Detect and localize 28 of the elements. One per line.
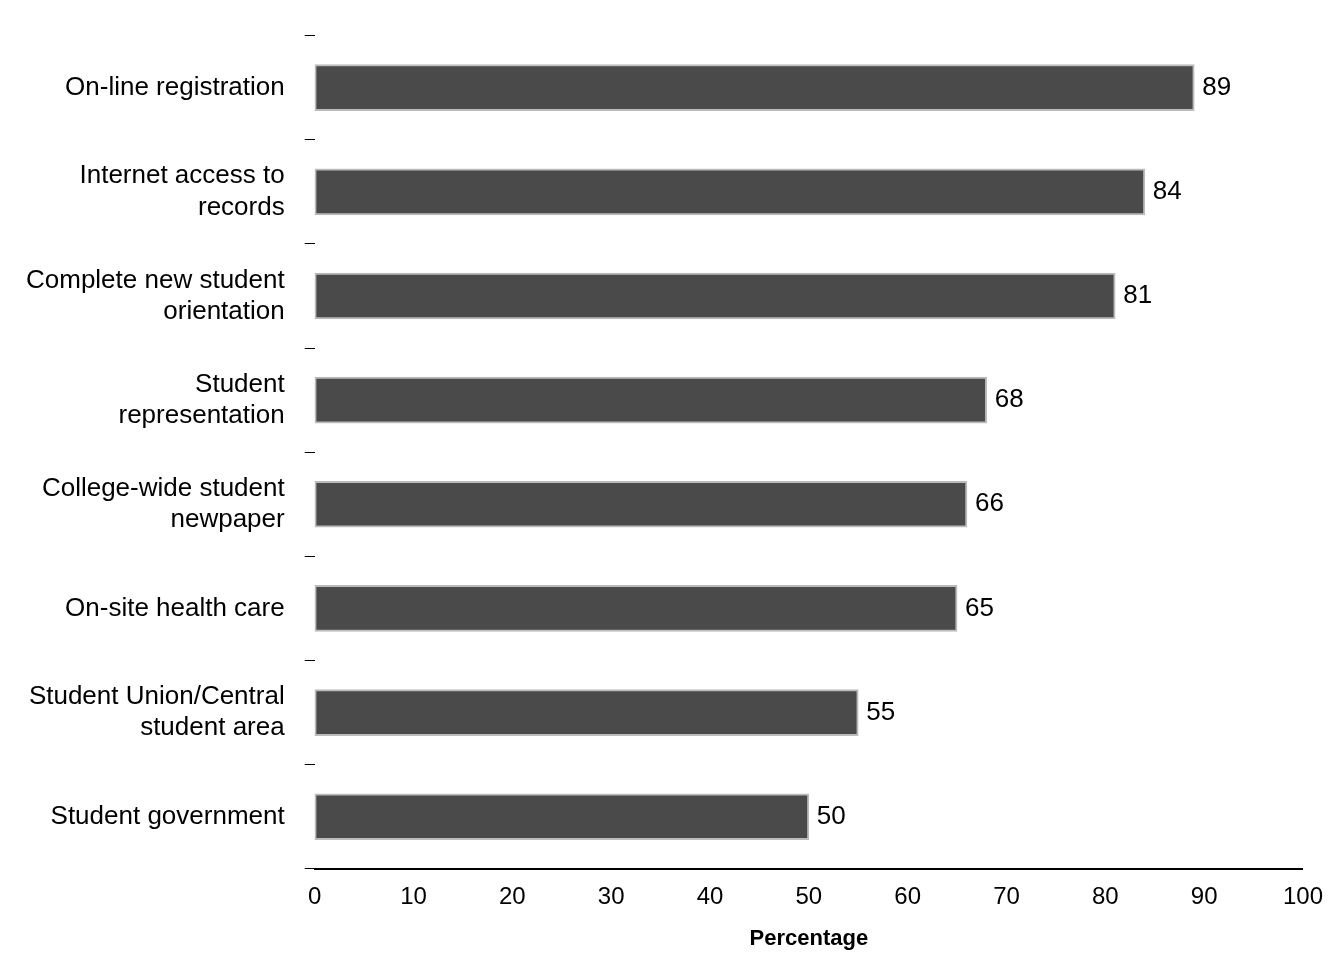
x-tick-label: 70: [993, 881, 1020, 909]
y-tick-label: On-site health care: [65, 591, 285, 622]
data-label: 50: [816, 799, 846, 830]
data-label: 55: [866, 695, 896, 726]
y-tick-label: Student representation: [118, 367, 286, 429]
data-label: 81: [1123, 279, 1153, 310]
x-tick-label: 60: [894, 881, 922, 909]
x-axis-title: Percentage: [749, 924, 869, 950]
x-tick-label: 50: [795, 881, 823, 909]
x-tick-label: 20: [499, 881, 526, 909]
x-tick-label: 100: [1282, 881, 1323, 909]
x-tick-label: 0: [308, 881, 322, 909]
x-tick-label: 40: [696, 881, 724, 909]
x-tick-label: 80: [1091, 881, 1119, 909]
y-tick-label: Student Union/Central student area: [28, 680, 286, 742]
y-tick-label: Student government: [50, 799, 286, 830]
data-label: 68: [994, 383, 1024, 414]
x-tick-label: 90: [1190, 881, 1218, 909]
data-label: 66: [974, 487, 1004, 518]
data-label: 89: [1202, 70, 1232, 101]
y-tick-label: College-wide student newpaper: [41, 471, 286, 534]
data-label: 65: [965, 591, 994, 622]
y-tick-label: On-line registration: [65, 70, 285, 101]
data-label: 84: [1152, 175, 1182, 205]
x-tick-label: 10: [400, 881, 427, 909]
y-tick-label: Internet access to records: [79, 159, 285, 221]
x-tick-label: 30: [597, 881, 625, 909]
y-tick-label: Complete new student orientation: [25, 263, 286, 325]
